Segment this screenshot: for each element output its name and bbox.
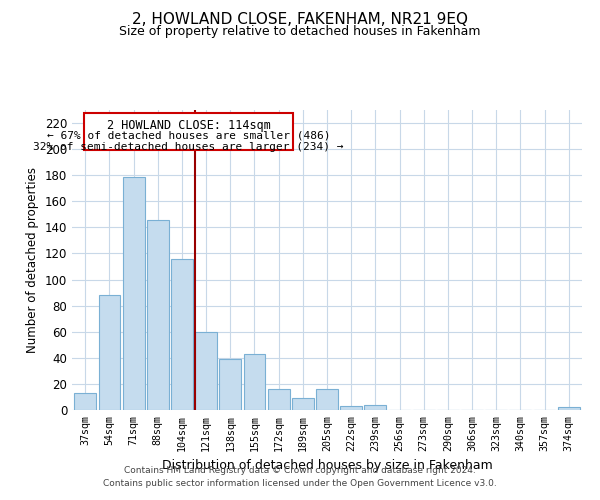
Text: 2, HOWLAND CLOSE, FAKENHAM, NR21 9EQ: 2, HOWLAND CLOSE, FAKENHAM, NR21 9EQ <box>132 12 468 28</box>
Bar <box>340 406 362 410</box>
Bar <box>292 398 314 410</box>
Bar <box>123 176 145 410</box>
Bar <box>364 405 386 410</box>
X-axis label: Distribution of detached houses by size in Fakenham: Distribution of detached houses by size … <box>161 459 493 472</box>
Text: 32% of semi-detached houses are larger (234) →: 32% of semi-detached houses are larger (… <box>34 142 344 152</box>
Bar <box>171 258 193 410</box>
Bar <box>195 332 217 410</box>
Bar <box>244 354 265 410</box>
Text: ← 67% of detached houses are smaller (486): ← 67% of detached houses are smaller (48… <box>47 130 331 140</box>
Bar <box>558 408 580 410</box>
Bar <box>98 295 121 410</box>
Bar <box>268 389 290 410</box>
Bar <box>74 393 96 410</box>
Bar <box>147 220 169 410</box>
Text: Contains HM Land Registry data © Crown copyright and database right 2024.
Contai: Contains HM Land Registry data © Crown c… <box>103 466 497 487</box>
Y-axis label: Number of detached properties: Number of detached properties <box>26 167 39 353</box>
Bar <box>316 389 338 410</box>
Bar <box>220 359 241 410</box>
Text: 2 HOWLAND CLOSE: 114sqm: 2 HOWLAND CLOSE: 114sqm <box>107 118 271 132</box>
Text: Size of property relative to detached houses in Fakenham: Size of property relative to detached ho… <box>119 25 481 38</box>
